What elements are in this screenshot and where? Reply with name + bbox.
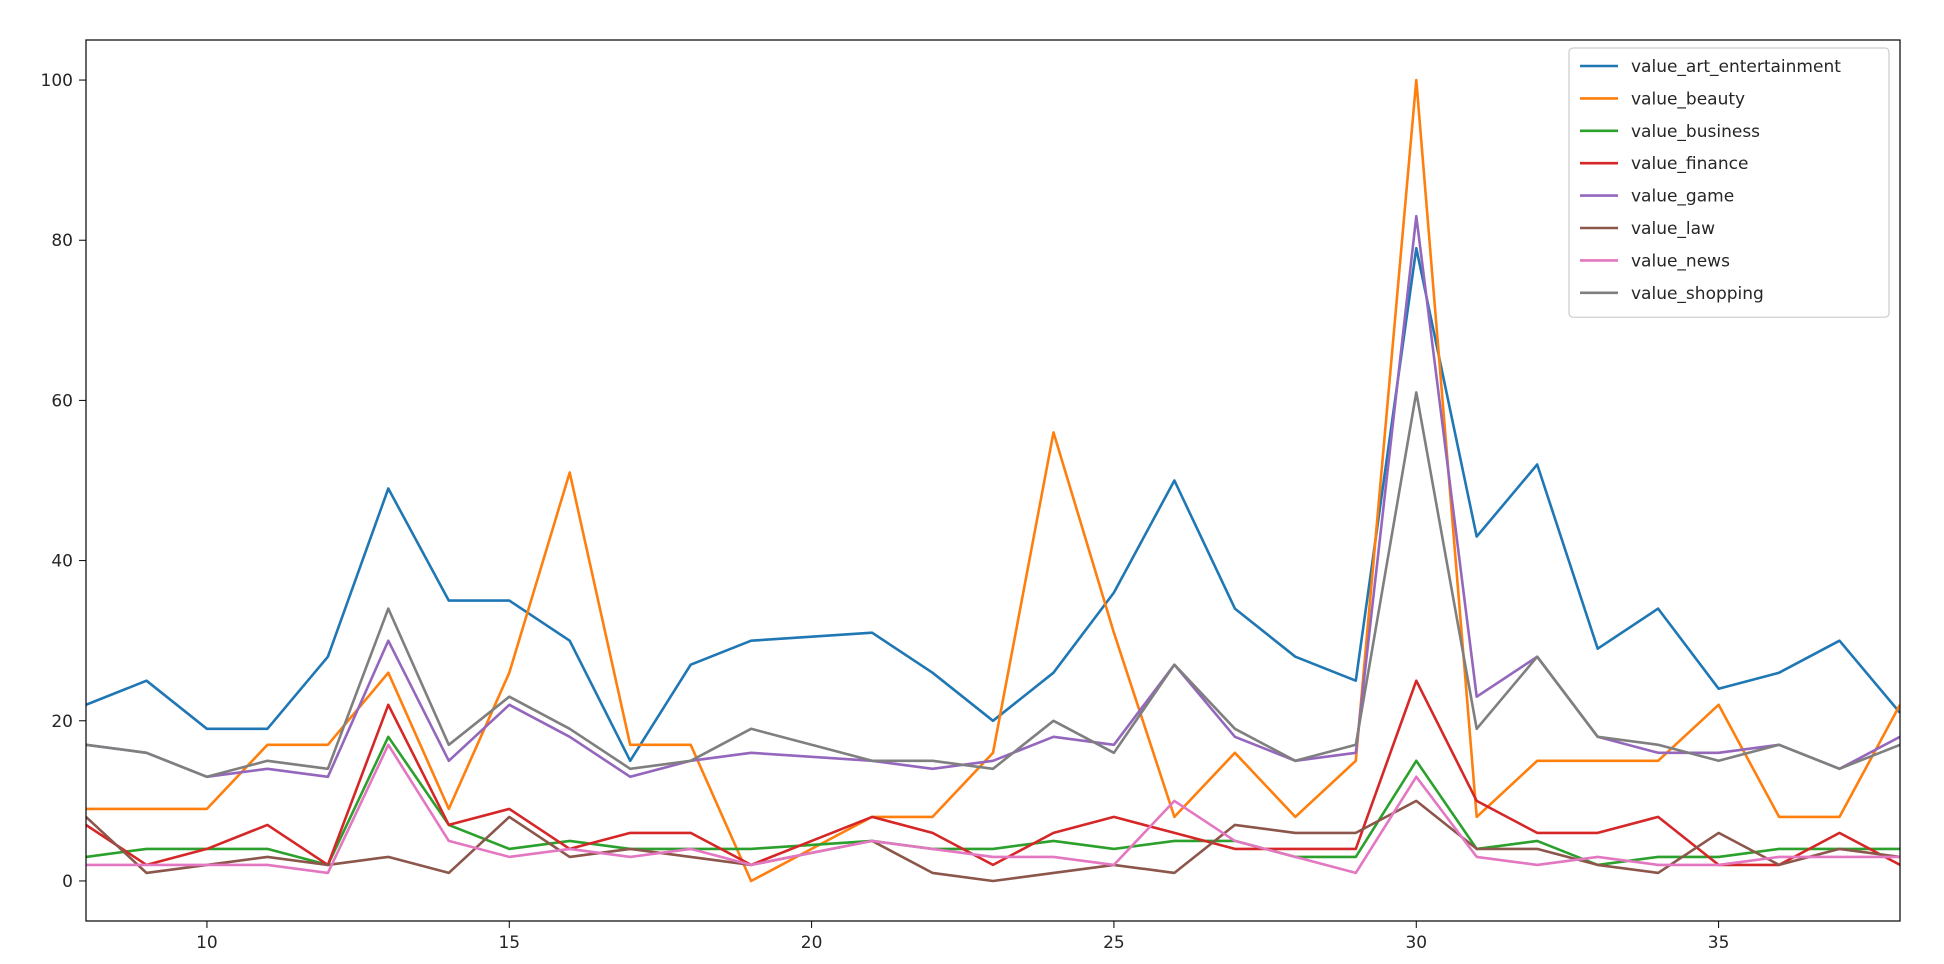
legend-label-value_law: value_law — [1631, 219, 1715, 239]
x-tick-label: 25 — [1103, 933, 1125, 953]
y-tick-label: 80 — [51, 231, 73, 251]
legend-box — [1568, 47, 1890, 318]
x-tick-label: 20 — [801, 933, 823, 953]
legend: value_art_entertainment value_beautyvalue… — [1568, 47, 1890, 318]
legend-label-value_finance: value_finance — [1631, 154, 1748, 174]
series-line-value_law — [86, 799, 1900, 883]
legend-label-value_shopping: value_shopping — [1631, 284, 1764, 304]
series-line-value_news — [86, 743, 1900, 875]
series-line-value_finance — [86, 679, 1900, 867]
y-tick-label: 60 — [51, 391, 73, 411]
x-tick-label: 35 — [1708, 933, 1730, 953]
legend-label-value_business: value_business — [1631, 122, 1760, 142]
x-tick-label: 30 — [1405, 933, 1427, 953]
y-axis: 0 20 40 60 80 100 — [41, 71, 86, 892]
series-line-value_business — [86, 735, 1900, 867]
plot-frame — [85, 39, 1901, 922]
series-layer — [86, 78, 1900, 883]
y-tick-label: 0 — [62, 872, 73, 892]
y-tick-label: 20 — [51, 712, 73, 732]
series-line-value_shopping — [86, 391, 1900, 779]
x-tick-label: 15 — [498, 933, 520, 953]
x-axis: 10 15 20 25 30 35 — [196, 921, 1729, 953]
x-tick-label: 10 — [196, 933, 218, 953]
legend-label-value_news: value_news — [1631, 251, 1730, 271]
legend-label-value_beauty: value_beauty — [1631, 89, 1745, 109]
legend-label-value_art_entertainment: value_art_entertainment — [1631, 57, 1841, 77]
series-line-value_art_entertainment — [86, 246, 1900, 763]
y-tick-label: 100 — [41, 71, 73, 91]
legend-label-value_game: value_game — [1631, 187, 1734, 207]
y-tick-label: 40 — [51, 552, 73, 572]
series-line-value_beauty — [86, 78, 1900, 883]
